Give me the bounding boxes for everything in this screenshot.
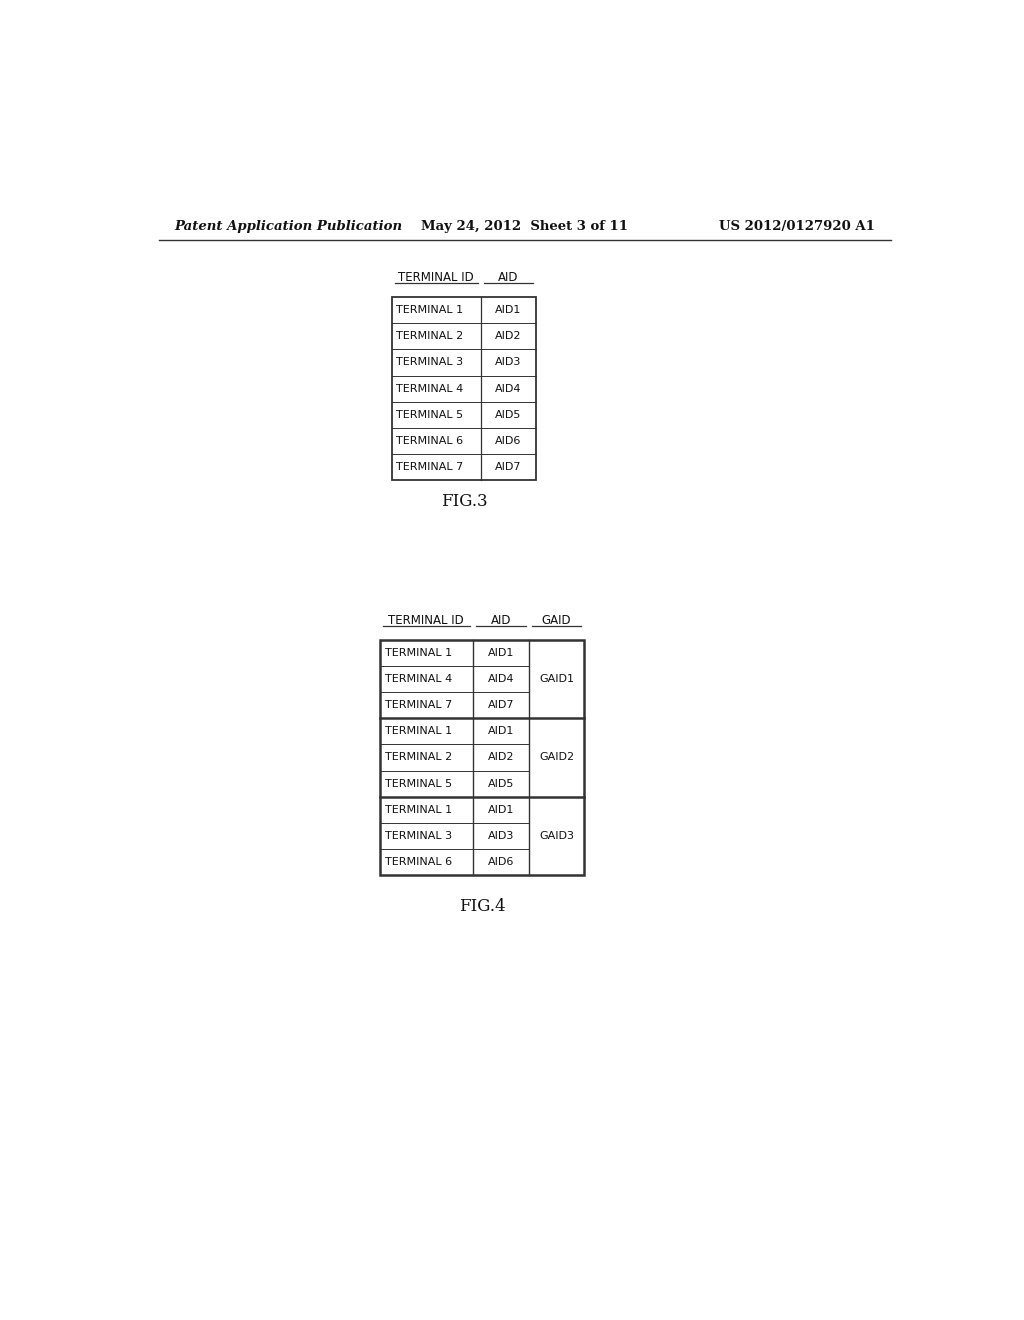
Text: TERMINAL 6: TERMINAL 6: [396, 436, 463, 446]
Text: AID6: AID6: [487, 857, 514, 867]
Text: TERMINAL ID: TERMINAL ID: [388, 614, 464, 627]
Text: GAID1: GAID1: [539, 675, 574, 684]
Text: TERMINAL 7: TERMINAL 7: [385, 700, 452, 710]
Text: TERMINAL 6: TERMINAL 6: [385, 857, 452, 867]
Text: TERMINAL 5: TERMINAL 5: [396, 409, 463, 420]
Text: AID5: AID5: [496, 409, 521, 420]
Text: AID2: AID2: [496, 331, 522, 342]
Text: AID: AID: [499, 271, 519, 284]
Text: GAID: GAID: [542, 614, 571, 627]
Text: GAID2: GAID2: [539, 752, 574, 763]
Text: FIG.4: FIG.4: [459, 898, 506, 915]
Text: AID4: AID4: [496, 384, 522, 393]
Bar: [391, 297, 537, 480]
Text: TERMINAL 4: TERMINAL 4: [396, 384, 464, 393]
Text: May 24, 2012  Sheet 3 of 11: May 24, 2012 Sheet 3 of 11: [421, 219, 629, 232]
Text: TERMINAL 1: TERMINAL 1: [385, 805, 452, 814]
Text: AID7: AID7: [487, 700, 514, 710]
Text: AID2: AID2: [487, 752, 514, 763]
Text: AID1: AID1: [487, 648, 514, 657]
Text: AID1: AID1: [496, 305, 521, 315]
Text: AID: AID: [490, 614, 511, 627]
Text: TERMINAL 4: TERMINAL 4: [385, 675, 452, 684]
Text: US 2012/0127920 A1: US 2012/0127920 A1: [719, 219, 876, 232]
Text: TERMINAL 1: TERMINAL 1: [396, 305, 463, 315]
Text: AID4: AID4: [487, 675, 514, 684]
Text: TERMINAL 1: TERMINAL 1: [385, 648, 452, 657]
Text: TERMINAL 3: TERMINAL 3: [385, 832, 452, 841]
Text: TERMINAL 2: TERMINAL 2: [396, 331, 464, 342]
Text: AID1: AID1: [487, 726, 514, 737]
Text: AID6: AID6: [496, 436, 521, 446]
Text: GAID3: GAID3: [539, 832, 574, 841]
Bar: [380, 640, 585, 875]
Text: AID1: AID1: [487, 805, 514, 814]
Text: AID3: AID3: [487, 832, 514, 841]
Text: TERMINAL ID: TERMINAL ID: [398, 271, 474, 284]
Text: Patent Application Publication: Patent Application Publication: [174, 219, 402, 232]
Text: AID3: AID3: [496, 358, 521, 367]
Text: TERMINAL 7: TERMINAL 7: [396, 462, 464, 473]
Text: TERMINAL 1: TERMINAL 1: [385, 726, 452, 737]
Text: AID5: AID5: [487, 779, 514, 788]
Text: TERMINAL 5: TERMINAL 5: [385, 779, 452, 788]
Text: AID7: AID7: [496, 462, 522, 473]
Text: TERMINAL 2: TERMINAL 2: [385, 752, 452, 763]
Text: FIG.3: FIG.3: [440, 494, 487, 511]
Text: TERMINAL 3: TERMINAL 3: [396, 358, 463, 367]
